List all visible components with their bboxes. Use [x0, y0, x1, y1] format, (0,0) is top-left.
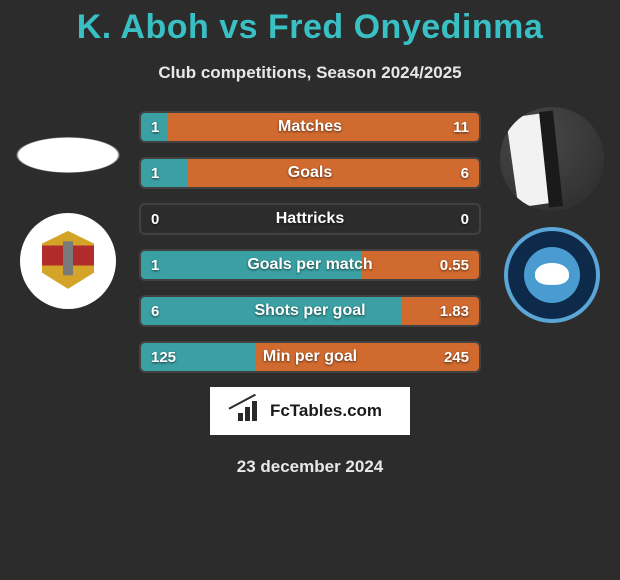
stat-label: Hattricks — [141, 205, 479, 233]
brand-badge: FcTables.com — [210, 387, 410, 435]
stat-row: 16Goals — [139, 157, 481, 189]
player-photo-left — [16, 137, 120, 173]
club-crest-right — [504, 227, 600, 323]
player-photo-right — [500, 107, 604, 211]
stat-label: Min per goal — [141, 343, 479, 371]
date-line: 23 december 2024 — [0, 457, 620, 477]
stat-row: 61.83Shots per goal — [139, 295, 481, 327]
stat-label: Goals per match — [141, 251, 479, 279]
stat-row: 125245Min per goal — [139, 341, 481, 373]
stat-label: Matches — [141, 113, 479, 141]
stat-row: 00Hattricks — [139, 203, 481, 235]
stat-row: 10.55Goals per match — [139, 249, 481, 281]
stat-label: Goals — [141, 159, 479, 187]
stats-list: 111Matches 16Goals 00Hattricks 10.55Goals p… — [139, 111, 481, 373]
brand-chart-icon — [238, 401, 264, 421]
stat-label: Shots per goal — [141, 297, 479, 325]
left-column — [8, 107, 128, 309]
club-crest-left — [20, 213, 116, 309]
right-column — [492, 107, 612, 323]
page-title: K. Aboh vs Fred Onyedinma — [0, 0, 620, 47]
subtitle: Club competitions, Season 2024/2025 — [0, 63, 620, 83]
stat-row: 111Matches — [139, 111, 481, 143]
comparison-panel: 111Matches 16Goals 00Hattricks 10.55Goals p… — [0, 111, 620, 477]
brand-text: FcTables.com — [270, 401, 382, 421]
